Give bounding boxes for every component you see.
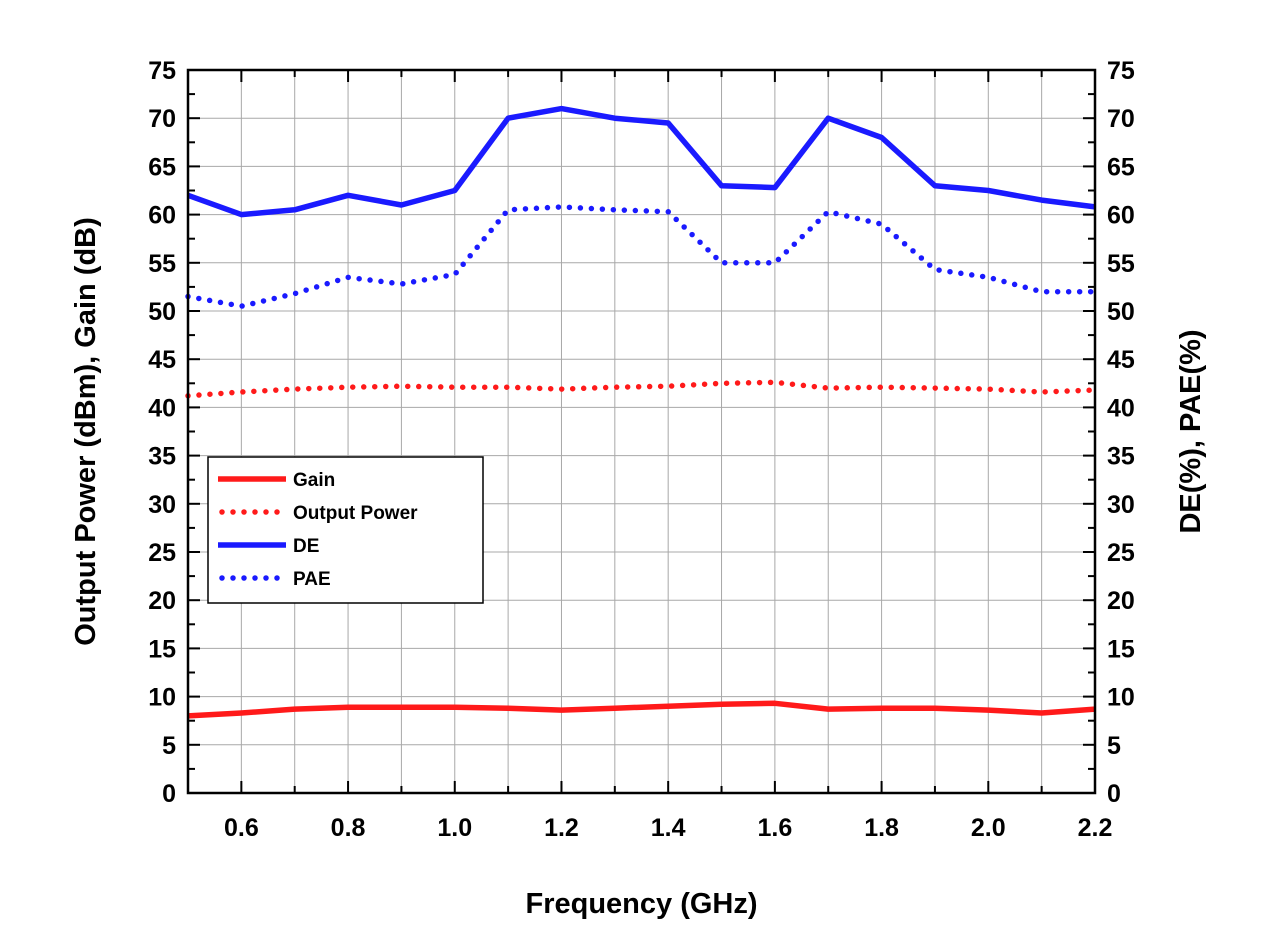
legend-label: PAE bbox=[293, 569, 331, 590]
x-tick-label: 1.4 bbox=[651, 814, 686, 842]
axis-ticks bbox=[187, 69, 1096, 794]
y-tick-label-left: 0 bbox=[162, 780, 176, 808]
y-tick-label-left: 75 bbox=[148, 57, 176, 85]
y-tick-label-right: 50 bbox=[1107, 298, 1135, 326]
y-tick-label-right: 35 bbox=[1107, 443, 1135, 471]
y-tick-label-right: 5 bbox=[1107, 732, 1121, 760]
series-de bbox=[187, 105, 1096, 218]
y-tick-label-right: 20 bbox=[1107, 587, 1135, 615]
y-tick-label-right: 40 bbox=[1107, 394, 1135, 422]
y-tick-label-left: 30 bbox=[148, 491, 176, 519]
y-tick-label-left: 55 bbox=[148, 250, 176, 278]
y-tick-label-left: 35 bbox=[148, 443, 176, 471]
y-tick-label-right: 0 bbox=[1107, 780, 1121, 808]
y-tick-label-right: 15 bbox=[1107, 635, 1135, 663]
y-tick-label-left: 5 bbox=[162, 732, 176, 760]
y-tick-label-right: 70 bbox=[1107, 105, 1135, 133]
y-tick-label-left: 60 bbox=[148, 202, 176, 230]
x-tick-label: 1.2 bbox=[544, 814, 579, 842]
y-tick-label-left: 50 bbox=[148, 298, 176, 326]
x-tick-label: 1.8 bbox=[864, 814, 899, 842]
y-tick-label-right: 60 bbox=[1107, 202, 1135, 230]
y-tick-label-right: 25 bbox=[1107, 539, 1135, 567]
y-tick-label-left: 25 bbox=[148, 539, 176, 567]
legend-label: Output Power bbox=[293, 503, 418, 524]
x-tick-label: 0.6 bbox=[224, 814, 259, 842]
series-pae bbox=[185, 204, 1098, 309]
y-tick-label-left: 65 bbox=[148, 153, 176, 181]
y-tick-label-right: 55 bbox=[1107, 250, 1135, 278]
x-axis-title: Frequency (GHz) bbox=[525, 888, 757, 920]
y-tick-label-right: 45 bbox=[1107, 346, 1135, 374]
y-axis-title-right: DE(%), PAE(%) bbox=[1175, 329, 1207, 533]
series-gain bbox=[187, 700, 1096, 719]
y-tick-label-right: 10 bbox=[1107, 684, 1135, 712]
x-tick-label: 1.6 bbox=[757, 814, 792, 842]
y-axis-title-left: Output Power (dBm), Gain (dB) bbox=[70, 217, 102, 646]
x-tick-label: 0.8 bbox=[331, 814, 366, 842]
legend-label: DE bbox=[293, 536, 319, 557]
y-tick-label-left: 15 bbox=[148, 635, 176, 663]
y-tick-label-left: 40 bbox=[148, 394, 176, 422]
y-tick-label-left: 10 bbox=[148, 684, 176, 712]
legend-label: Gain bbox=[293, 470, 335, 491]
y-tick-label-right: 65 bbox=[1107, 153, 1135, 181]
grid-lines bbox=[187, 69, 1096, 794]
y-tick-label-left: 20 bbox=[148, 587, 176, 615]
x-tick-label: 2.2 bbox=[1078, 814, 1113, 842]
series-output-power bbox=[185, 379, 1098, 399]
x-tick-label: 1.0 bbox=[437, 814, 472, 842]
y-tick-label-right: 75 bbox=[1107, 57, 1135, 85]
x-tick-label: 2.0 bbox=[971, 814, 1006, 842]
y-tick-label-right: 30 bbox=[1107, 491, 1135, 519]
legend: Gain Output Power DE PAE bbox=[207, 456, 484, 604]
y-tick-label-left: 70 bbox=[148, 105, 176, 133]
y-tick-label-left: 45 bbox=[148, 346, 176, 374]
series-lines bbox=[185, 105, 1098, 719]
